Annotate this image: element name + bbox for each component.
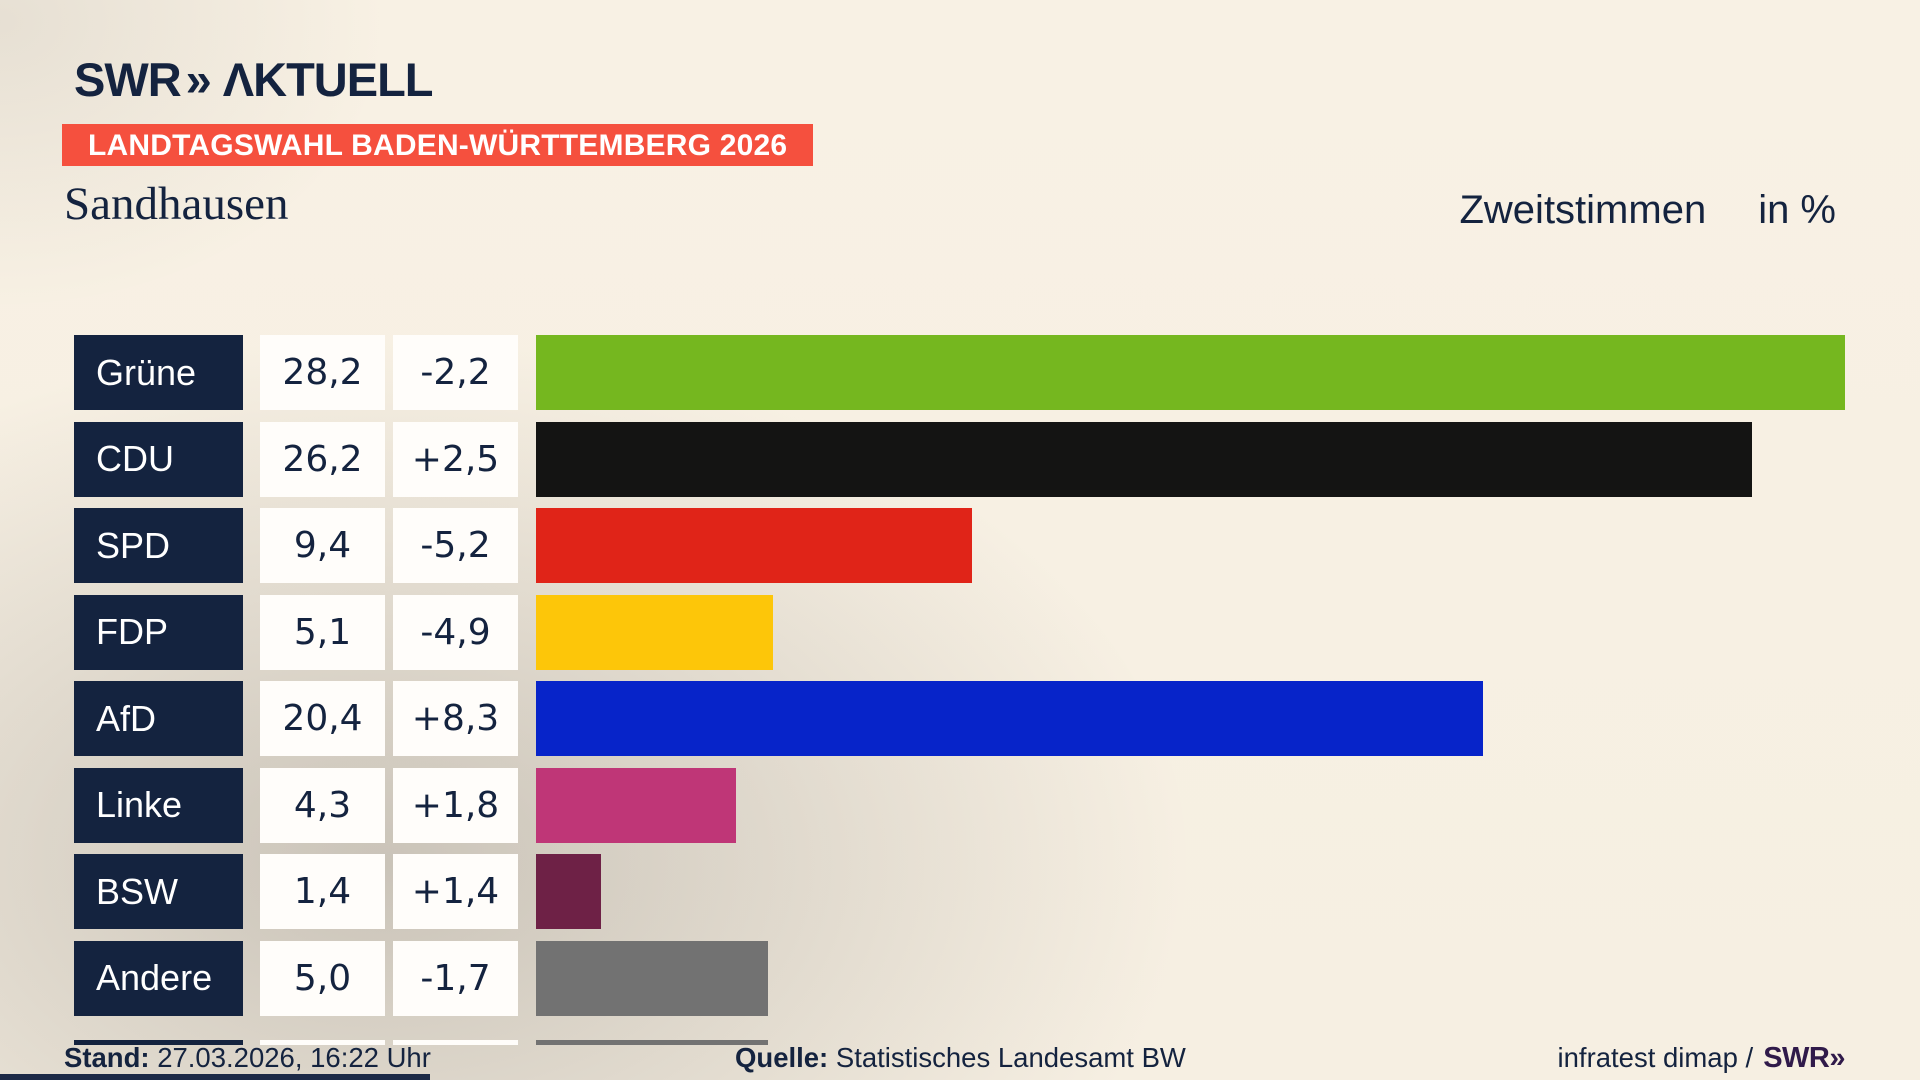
stand-label: Stand: xyxy=(64,1042,150,1073)
swr-footer-logo: SWR» xyxy=(1763,1042,1845,1074)
credit-text: infratest dimap / xyxy=(1557,1042,1754,1073)
measure-title: Zweitstimmen in % xyxy=(1459,186,1836,234)
table-row: AfD 20,4 +8,3 xyxy=(74,681,1845,756)
table-row: BSW 1,4 +1,4 xyxy=(74,854,1845,929)
result-bar xyxy=(536,767,736,843)
table-row: Grüne 28,2 -2,2 xyxy=(74,335,1845,410)
bar-track xyxy=(536,335,1845,410)
measure-unit: in % xyxy=(1758,188,1836,232)
change-value: -5,2 xyxy=(393,508,518,583)
bar-track xyxy=(536,854,1845,929)
stand-value: 27.03.2026, 16:22 Uhr xyxy=(157,1042,431,1073)
table-row: CDU 26,2 +2,5 xyxy=(74,421,1845,497)
election-banner: LANDTAGSWAHL BADEN-WÜRTTEMBERG 2026 xyxy=(62,124,814,166)
bar-track xyxy=(536,940,1845,1016)
table-row: Linke 4,3 +1,8 xyxy=(74,767,1845,843)
party-label: SPD xyxy=(74,508,243,583)
result-bar xyxy=(536,594,773,670)
party-label: Linke xyxy=(74,767,243,843)
result-bar xyxy=(536,421,1753,497)
cutoff-party-box xyxy=(74,1040,243,1045)
result-value: 20,4 xyxy=(260,681,385,756)
change-value: +2,5 xyxy=(393,421,518,497)
result-value: 5,1 xyxy=(260,594,385,670)
footer-logo-chevrons-icon: » xyxy=(1829,1042,1845,1074)
logo-suffix-text: ΛKTUELL xyxy=(222,53,434,106)
logo-chevrons-icon: » xyxy=(185,53,212,106)
change-value: -2,2 xyxy=(393,335,518,410)
bar-track xyxy=(536,767,1845,843)
change-value: +8,3 xyxy=(393,681,518,756)
bottom-edge-strip xyxy=(0,1074,430,1080)
result-bar xyxy=(536,940,769,1016)
result-bar xyxy=(536,335,1845,410)
bar-track xyxy=(536,421,1845,497)
result-value: 1,4 xyxy=(260,854,385,929)
swr-aktuell-logo: SWR» ΛKTUELL xyxy=(74,52,434,107)
results-table: Grüne 28,2 -2,2 CDU 26,2 +2,5 SPD 9,4 -5… xyxy=(74,335,1845,1016)
bar-track xyxy=(536,681,1845,756)
result-bar xyxy=(536,681,1483,756)
table-row: Andere 5,0 -1,7 xyxy=(74,940,1845,1016)
credit-line: infratest dimap / SWR» xyxy=(1557,1042,1846,1074)
cutoff-change-box xyxy=(393,1040,518,1045)
table-row: SPD 9,4 -5,2 xyxy=(74,508,1845,583)
quelle-label: Quelle: xyxy=(735,1042,829,1073)
bar-track xyxy=(536,594,1845,670)
source-line: Quelle: Statistisches Landesamt BW xyxy=(735,1043,1186,1073)
result-value: 9,4 xyxy=(260,508,385,583)
result-value: 5,0 xyxy=(260,940,385,1016)
change-value: +1,4 xyxy=(393,854,518,929)
result-value: 28,2 xyxy=(260,335,385,410)
party-label: CDU xyxy=(74,421,243,497)
cutoff-bar-track xyxy=(536,1040,1845,1045)
measure-label: Zweitstimmen xyxy=(1459,188,1707,232)
result-bar xyxy=(536,508,973,583)
change-value: -4,9 xyxy=(393,594,518,670)
party-label: Andere xyxy=(74,940,243,1016)
table-row: FDP 5,1 -4,9 xyxy=(74,594,1845,670)
quelle-value: Statistisches Landesamt BW xyxy=(835,1042,1186,1073)
change-value: -1,7 xyxy=(393,940,518,1016)
party-label: AfD xyxy=(74,681,243,756)
result-value: 4,3 xyxy=(260,767,385,843)
cutoff-bar xyxy=(536,1040,768,1045)
change-value: +1,8 xyxy=(393,767,518,843)
footer-logo-brand: SWR xyxy=(1763,1042,1830,1074)
bar-track xyxy=(536,508,1845,583)
municipality-title: Sandhausen xyxy=(64,178,289,230)
logo-brand-text: SWR xyxy=(74,53,182,106)
result-bar xyxy=(536,854,601,929)
cutoff-value-box xyxy=(260,1040,385,1045)
cutoff-row xyxy=(74,1040,1845,1045)
party-label: Grüne xyxy=(74,335,243,410)
status-line: Stand: 27.03.2026, 16:22 Uhr xyxy=(64,1043,431,1073)
party-label: FDP xyxy=(74,594,243,670)
result-value: 26,2 xyxy=(260,421,385,497)
party-label: BSW xyxy=(74,854,243,929)
